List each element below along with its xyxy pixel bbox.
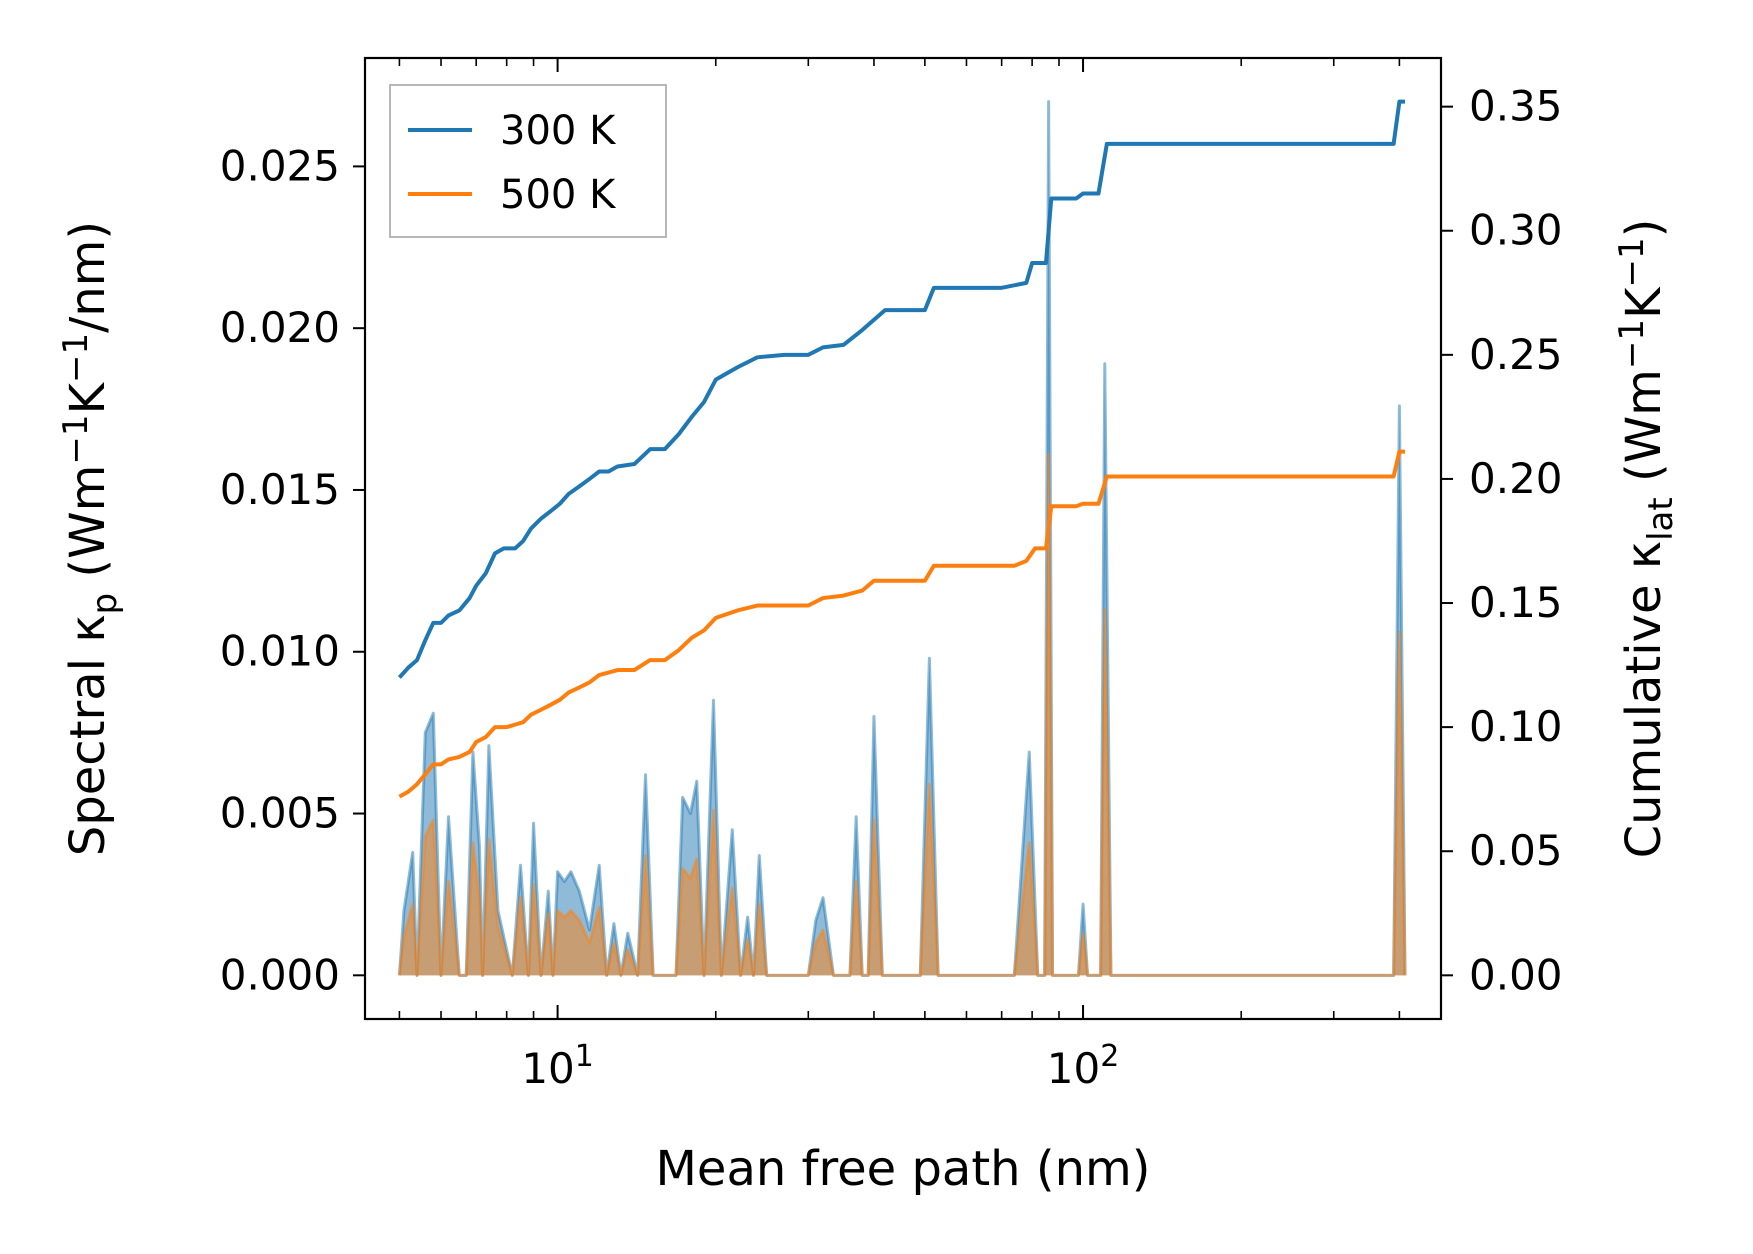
x-tick-label-1: 102 <box>1047 1039 1120 1093</box>
x-tick-exponent: 2 <box>1100 1039 1119 1074</box>
right-tick-label-7: 0.35 <box>1469 82 1563 131</box>
label-text: /nm) <box>60 221 116 333</box>
label-text: ) <box>1616 219 1672 238</box>
label-text: K <box>60 382 116 415</box>
label-superscript: −1 <box>1612 237 1652 287</box>
right-tick-label-4: 0.20 <box>1469 454 1563 503</box>
left-axis-label: Spectral κp (Wm−1K−1/nm) <box>56 221 125 856</box>
label-superscript: −1 <box>1612 319 1652 369</box>
label-superscript: −1 <box>56 415 96 465</box>
left-tick-label-2: 0.010 <box>220 627 340 676</box>
label-text: K <box>1616 286 1672 319</box>
x-axis-label: Mean free path (nm) <box>656 1141 1151 1197</box>
right-tick-label-2: 0.10 <box>1469 702 1563 751</box>
cumulative-lines <box>397 99 1406 799</box>
x-tick-base: 10 <box>521 1044 574 1093</box>
label-text: Spectral κ <box>60 614 116 856</box>
left-tick-label-1: 0.005 <box>220 789 340 838</box>
x-tick-label-0: 101 <box>521 1039 594 1093</box>
legend-label-0: 300 K <box>500 108 617 154</box>
label-superscript: −1 <box>56 333 96 383</box>
right-tick-label-0: 0.00 <box>1469 950 1563 999</box>
label-text: (Wm <box>1616 369 1672 497</box>
plot-frame <box>363 56 1443 1021</box>
label-text: Cumulative κ <box>1616 541 1672 859</box>
label-subscript: p <box>85 593 125 615</box>
legend: 300 K 500 K <box>389 84 667 238</box>
x-tick-base: 10 <box>1047 1044 1100 1093</box>
left-tick-label-3: 0.015 <box>220 465 340 514</box>
x-tick-exponent: 1 <box>575 1039 594 1074</box>
right-tick-label-6: 0.30 <box>1469 206 1563 255</box>
label-subscript: lat <box>1641 497 1681 541</box>
spectral-line-0 <box>397 100 1407 977</box>
legend-label-1: 500 K <box>500 172 617 218</box>
spectral-line-1 <box>397 452 1407 977</box>
legend-box <box>389 84 667 238</box>
left-tick-label-4: 0.020 <box>220 303 340 352</box>
right-axis-label: Cumulative κlat (Wm−1K−1) <box>1612 219 1681 859</box>
spectral-fills <box>397 100 1407 977</box>
left-tick-label-5: 0.025 <box>220 141 340 190</box>
right-tick-label-5: 0.25 <box>1469 330 1563 379</box>
left-tick-label-0: 0.000 <box>220 950 340 999</box>
right-tick-label-1: 0.05 <box>1469 826 1563 875</box>
cumulative-line-1 <box>398 449 1406 799</box>
right-tick-label-3: 0.15 <box>1469 578 1563 627</box>
label-text: (Wm <box>60 465 116 593</box>
cumulative-line-0 <box>397 99 1406 679</box>
axes: 0.000 0.005 0.010 0.015 0.020 0.025 0.00 0.05 0.… <box>56 58 1681 1197</box>
